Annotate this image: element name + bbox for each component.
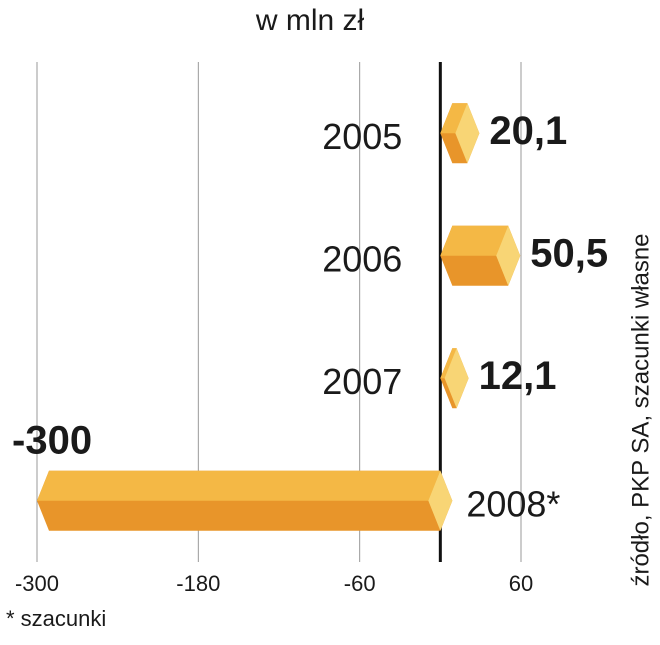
category-label: 2006 [322, 238, 402, 279]
x-tick-label: -180 [176, 571, 220, 596]
footnote: * szacunki [6, 606, 106, 631]
category-label: 2008* [466, 483, 560, 524]
source-note: źródło, PKP SA, szacunki własne [627, 233, 654, 586]
bar-highlight [440, 225, 509, 256]
value-label: 20,1 [489, 109, 567, 153]
category-label: 2007 [322, 361, 402, 402]
bar-cap [496, 225, 521, 286]
bar-cap [444, 348, 469, 409]
value-label: -300 [12, 418, 92, 462]
chart-title: w mln zł [255, 4, 365, 37]
bar-highlight [37, 470, 441, 501]
x-tick-label: -300 [15, 571, 59, 596]
x-tick-label: 60 [509, 571, 533, 596]
x-tick-label: -60 [344, 571, 376, 596]
category-label: 2005 [322, 116, 402, 157]
bar-cap [455, 103, 480, 164]
value-label: 12,1 [479, 354, 557, 398]
value-label: 50,5 [530, 231, 608, 275]
bar-cap [428, 470, 453, 531]
